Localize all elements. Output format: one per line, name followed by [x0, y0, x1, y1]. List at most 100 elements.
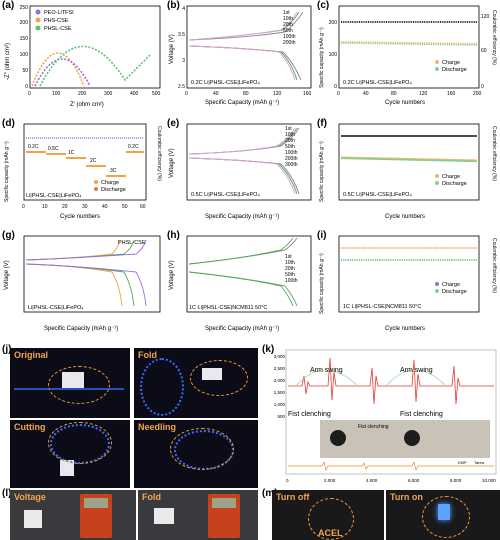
- panel-label-d: (d): [2, 118, 15, 129]
- panel-label-b: (b): [167, 0, 180, 11]
- x-axis-label-d: Cycle numbers: [60, 214, 100, 220]
- legend-k-1: ЕМР: [458, 460, 467, 465]
- x-ticks-b: 0 40 80 120 160: [185, 91, 312, 97]
- legend-discharge-i: Discharge: [442, 289, 467, 295]
- y-tick: 0: [25, 84, 28, 90]
- rate-label: 0.2C: [28, 144, 39, 150]
- chart-b: 1st 10th 20th 50th 100th 200th 0.2C Li|P…: [169, 5, 312, 106]
- x-axis-label-i: Cycle numbers: [385, 326, 425, 332]
- note-i: 1C Li|PHSL-CSE|NCM811 50°C: [343, 304, 421, 310]
- legend-b-item: 50th: [283, 28, 293, 34]
- label-turn-off: Turn off: [276, 492, 310, 502]
- panel-label-k: (k): [262, 344, 275, 355]
- chart-e: 1st 10th 20th 50th 100th 200th 300th 0.5…: [169, 123, 312, 220]
- x-tick: 200: [78, 91, 87, 97]
- y-axis-label-b: Voltage (V): [169, 34, 175, 64]
- label-l-fold: Fold: [142, 492, 161, 502]
- label-fist-1: Fist clenching: [288, 411, 331, 418]
- x-axis-label-h: Specific Capacity (mAh g⁻¹): [205, 326, 279, 332]
- y-tick: 1,000: [274, 402, 286, 407]
- legend-discharge-c: Discharge: [442, 67, 467, 73]
- y-tick: 50: [22, 68, 28, 74]
- panel-f-cycling: (f) Charge Discharge 0.5C Li|PHSL-CSE|Li…: [315, 118, 500, 230]
- label-fold: Fold: [138, 350, 157, 360]
- chart-i: Charge Discharge 1C Li|PHSL-CSE|NCM811 5…: [319, 235, 497, 332]
- legend-marker-phs: [35, 17, 41, 23]
- series-phs-cse: [31, 52, 85, 87]
- chart-h: 1st 10th 20th 50th 100th 1C Li|PHSL-CSE|…: [169, 235, 312, 332]
- curves-b: [188, 11, 304, 81]
- panel-e-voltage-profiles: (e) 1st 10th 20th 50th 100th 200th 300th…: [165, 118, 315, 230]
- chart-k: 3,000 2,500 2,000 1,500 1,000 500 Arm sw…: [274, 349, 497, 483]
- legend-k-2: Tareа: [474, 460, 485, 465]
- y-tick: 4: [182, 6, 185, 12]
- panel-label-l: (l): [2, 488, 12, 499]
- rate-label: 3C: [110, 168, 117, 174]
- x-tick: 160: [303, 91, 312, 97]
- legend-phs: PHS-CSE: [44, 18, 69, 24]
- y-tick: 200: [329, 20, 338, 26]
- panel-label-f: (f): [317, 118, 327, 129]
- legend-marker-phsl: [35, 25, 41, 31]
- series-phsl-cse: [39, 45, 151, 87]
- legend-b-item: 100th: [283, 34, 296, 40]
- curves-e: [188, 127, 300, 195]
- legend-charge-c: Charge: [442, 60, 460, 66]
- legend-marker-charge-f: [435, 174, 439, 178]
- label-voltage: Voltage: [14, 492, 46, 502]
- y-tick: 200: [20, 20, 29, 26]
- legend-b-item: 10th: [283, 16, 293, 22]
- y-tick: 150: [20, 36, 29, 42]
- label-needling: Needling: [138, 422, 177, 432]
- label-acel: ACEL: [318, 528, 343, 538]
- x-tick: 4.000: [366, 478, 378, 483]
- legend-e-item: 50th: [285, 144, 295, 150]
- legend-charge-i: Charge: [442, 282, 460, 288]
- x-tick: 400: [130, 91, 139, 97]
- x-ticks-k: 0 2.000 4.000 6.000 8.000 10.000: [286, 478, 496, 483]
- arc-1: [295, 369, 359, 387]
- x-tick: 200: [473, 91, 482, 97]
- legend-phsl: PHSL-CSE: [44, 26, 72, 32]
- x-tick: 0: [185, 91, 188, 97]
- y-tick: 3.5: [178, 32, 185, 38]
- y-tick: 3: [182, 58, 185, 64]
- panel-b-voltage-profiles: (b) 1st 10th 20th 50th 100th 200th 0.2C …: [165, 0, 315, 118]
- legend-marker-charge-c: [435, 60, 439, 64]
- legend-h: 1st 10th 20th 50th 100th: [285, 254, 298, 284]
- label-arm-swing-2: Arm swing: [400, 367, 433, 374]
- legend-marker-discharge-d: [94, 187, 98, 191]
- label-original: Original: [14, 350, 49, 360]
- y2-axis-label-f: Coulombic efficiency (%): [491, 126, 497, 181]
- note-h: 1C Li|PHSL-CSE|NCM811 50°C: [189, 305, 267, 311]
- note-d: Li|PHSL-CSE|LiFePO₄: [26, 193, 82, 199]
- legend-b-item: 200th: [283, 40, 296, 46]
- inset-device-icon: [404, 430, 420, 446]
- rate-steps-d: [26, 151, 144, 177]
- label-turn-on: Turn on: [390, 492, 423, 502]
- legend-marker-discharge-i: [435, 289, 439, 293]
- x-tick: 160: [447, 91, 456, 97]
- y-tick: 1,500: [274, 390, 286, 395]
- legend-e: 1st 10th 20th 50th 100th 200th 300th: [285, 126, 298, 168]
- chart-a: PEO-LiTFSI PHS-CSE PHSL-CSE 0 100 200 30…: [5, 5, 161, 108]
- chart-f: Charge Discharge 0.5C Li|PHSL-CSE|LiFePO…: [319, 123, 497, 220]
- y-ticks-b: 2.5 3 3.5 4: [178, 6, 185, 90]
- x-axis-label-g: Specific Capacity (mAh g⁻¹): [44, 326, 118, 332]
- panel-label-m: (m): [262, 488, 278, 499]
- x-tick: 120: [273, 91, 282, 97]
- y-axis-label-e: Voltage (V): [169, 148, 175, 178]
- y-tick: 2,500: [274, 366, 286, 371]
- x-ticks-d: 0 10 20 30 40 50 60: [22, 204, 146, 210]
- y-axis-label-g: Voltage (V): [4, 260, 10, 290]
- arc-2: [385, 369, 447, 387]
- note-g: Li|PHSL-CSE|LiFePO₄: [28, 305, 84, 311]
- panel-k-signal: 3,000 2,500 2,000 1,500 1,000 500 Arm sw…: [262, 346, 500, 488]
- charge-series-f: [340, 156, 478, 161]
- x-ticks-c: 0 40 80 120 160 200: [337, 91, 482, 97]
- photo-l-fold: Fold: [138, 490, 258, 540]
- chart-d: 0.2C 0.5C 1C 2C 3C 0.2C Charge Discharge…: [4, 123, 162, 220]
- legend-marker-charge-i: [435, 282, 439, 286]
- orange-signal: [288, 460, 494, 472]
- emg-signal: [288, 357, 494, 405]
